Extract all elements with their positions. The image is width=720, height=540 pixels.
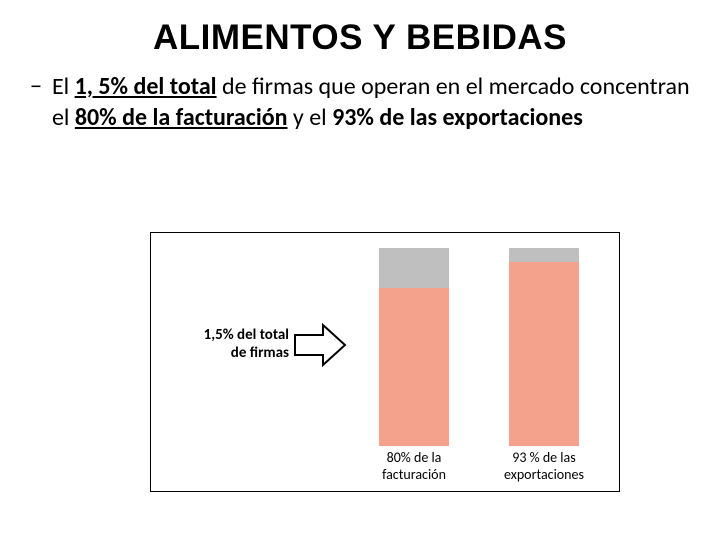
- arrow-icon: [293, 323, 347, 367]
- lead-label-line1: 1,5% del total: [204, 326, 289, 344]
- bullet-seg-3: 80% de la facturación: [75, 103, 288, 132]
- bullet-dash: −: [30, 72, 42, 103]
- lead-label: 1,5% del total de firmas: [159, 326, 289, 362]
- bar-exportaciones-caption-line1: 93 % de las: [512, 449, 575, 466]
- slide: ALIMENTOS Y BEBIDAS − El 1, 5% del total…: [0, 0, 720, 540]
- bar-facturacion-caption-line2: facturación: [382, 466, 446, 483]
- bullet-seg-4: y el: [288, 103, 333, 132]
- chart-inner: 1,5% del total de firmas 80% de la factu…: [151, 233, 619, 491]
- chart-frame: 1,5% del total de firmas 80% de la factu…: [150, 232, 620, 492]
- bar-exportaciones-remainder: [509, 248, 579, 262]
- bar-exportaciones-caption: 93 % de las exportaciones: [504, 450, 584, 484]
- bar-exportaciones-value: [509, 262, 579, 446]
- bullet-text: El 1, 5% del total de firmas que operan …: [52, 72, 690, 133]
- slide-title: ALIMENTOS Y BEBIDAS: [30, 18, 690, 58]
- bar-facturacion-value: [379, 288, 449, 446]
- bar-exportaciones-caption-line2: exportaciones: [504, 466, 584, 483]
- bullet-item: − El 1, 5% del total de firmas que opera…: [30, 72, 690, 133]
- bar-facturacion-caption: 80% de la facturación: [382, 450, 446, 484]
- bullet-seg-0: El: [52, 72, 75, 101]
- bar-facturacion: 80% de la facturación: [379, 248, 449, 446]
- bar-facturacion-remainder: [379, 248, 449, 288]
- bullet-seg-1: 1, 5% del total: [75, 72, 217, 101]
- bullet-seg-5: 93% de las exportaciones: [332, 103, 583, 132]
- bar-facturacion-caption-line1: 80% de la: [387, 449, 442, 466]
- lead-label-line2: de firmas: [231, 344, 289, 362]
- bar-exportaciones: 93 % de las exportaciones: [509, 248, 579, 446]
